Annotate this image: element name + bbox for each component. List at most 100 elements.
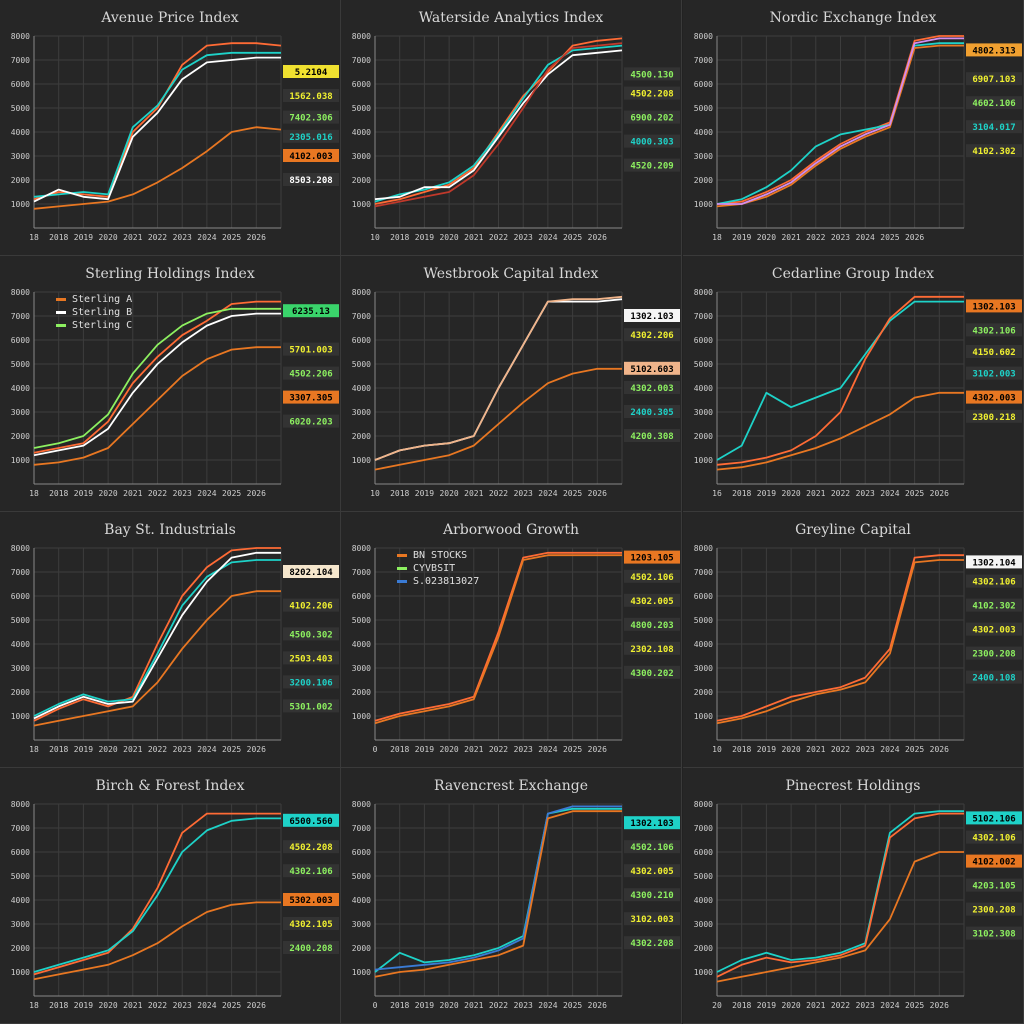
value-label-bg	[966, 120, 1022, 134]
value-label-bg	[966, 366, 1022, 380]
value-label-bg	[283, 173, 339, 186]
chart-panel: Sterling Holdings Index 1000 2000 3000 4000 5…	[0, 256, 341, 512]
value-label-bg	[624, 381, 680, 394]
y-tick-label: 1000	[694, 200, 713, 209]
value-label: 4502.208	[289, 843, 332, 853]
x-tick-label: 2025	[905, 489, 924, 498]
x-tick-label: 10	[712, 745, 722, 754]
series-line	[716, 295, 964, 466]
series-line	[374, 42, 623, 208]
value-label: 4150.602	[972, 348, 1015, 358]
x-tick-label: 2020	[757, 233, 776, 242]
series-line	[33, 307, 281, 449]
chart-title: Pinecrest Holdings	[785, 778, 921, 794]
value-label-bg	[966, 555, 1022, 569]
value-label: 4502.208	[630, 90, 673, 100]
x-tick-label: 2019	[74, 233, 93, 242]
value-label: 3102.308	[972, 930, 1015, 940]
value-label: 5102.106	[972, 814, 1015, 824]
x-tick-label: 20	[712, 1001, 722, 1010]
value-label-bg	[966, 902, 1022, 916]
y-tick-label: 1000	[352, 456, 371, 465]
value-label-bg	[966, 72, 1022, 86]
legend-label: Sterling C	[72, 320, 133, 331]
x-tick-label: 2023	[173, 1001, 192, 1010]
y-tick-label: 5000	[352, 360, 371, 369]
x-tick-label: 2018	[390, 1001, 409, 1010]
y-tick-label: 6000	[11, 80, 30, 89]
chart-title: Cedarline Group Index	[771, 266, 935, 282]
x-tick-label: 2025	[563, 489, 582, 498]
x-tick-label: 2025	[563, 233, 582, 242]
x-tick-label: 0	[373, 745, 378, 754]
y-tick-label: 4000	[352, 640, 371, 649]
y-tick-label: 7000	[694, 56, 713, 65]
value-label: 4800.203	[630, 621, 673, 631]
value-label: 1302.104	[972, 558, 1016, 568]
value-label: 4502.206	[289, 370, 332, 380]
value-label-bg	[966, 926, 1022, 940]
chart-svg: 1000 2000 3000 4000 5000 6000 7000 8000 16 2018 20…	[694, 288, 1022, 498]
x-tick-label: 2019	[415, 745, 434, 754]
value-label: 5.2104	[295, 68, 328, 78]
series-line	[716, 554, 964, 722]
x-tick-label: 2018	[49, 489, 68, 498]
value-label-bg	[283, 565, 339, 578]
x-tick-label: 2021	[806, 1001, 825, 1010]
x-tick-label: 2023	[856, 489, 875, 498]
y-tick-label: 5000	[352, 616, 371, 625]
y-tick-label: 5000	[11, 360, 30, 369]
value-label: 1302.103	[630, 819, 673, 829]
legend-item: Sterling C	[56, 320, 132, 331]
value-label-bg	[624, 158, 680, 172]
x-tick-label: 2026	[930, 745, 949, 754]
value-label: 4302.003	[972, 394, 1015, 404]
y-tick-label: 4000	[694, 640, 713, 649]
value-label: 4302.106	[972, 834, 1015, 844]
value-label-bg	[624, 593, 680, 607]
x-tick-label: 2023	[173, 489, 192, 498]
chart-legend: Sterling A Sterling B Sterling C	[56, 294, 132, 331]
chart-panel: Ravencrest Exchange 1000 2000 3000 4000 5000 6…	[341, 768, 682, 1024]
x-tick-label: 2026	[588, 233, 607, 242]
x-tick-label: 2023	[856, 745, 875, 754]
chart-title: Greyline Capital	[795, 522, 911, 538]
x-tick-label: 2021	[464, 1001, 483, 1010]
x-tick-label: 2021	[781, 233, 800, 242]
x-tick-label: 18	[29, 489, 39, 498]
x-tick-label: 2019	[415, 233, 434, 242]
chart-svg: 1000 2000 3000 4000 5000 6000 7000 8000 20 2018 20…	[694, 800, 1022, 1010]
value-label: 5302.003	[289, 896, 332, 906]
value-label: 4302.106	[972, 326, 1015, 336]
legend-swatch	[56, 324, 66, 327]
value-label: 3200.106	[289, 678, 332, 688]
y-tick-label: 8000	[352, 800, 371, 809]
value-label: 4200.308	[630, 432, 673, 442]
legend-item: Sterling B	[56, 307, 132, 318]
value-label: 1203.105	[630, 554, 673, 564]
chart-title: Sterling Holdings Index	[85, 266, 255, 282]
value-label: 4203.105	[972, 882, 1015, 892]
value-label: 2400.208	[289, 944, 332, 954]
y-tick-label: 6000	[11, 592, 30, 601]
y-tick-label: 7000	[11, 56, 30, 65]
value-label: 1562.038	[289, 92, 332, 102]
x-tick-label: 2021	[806, 745, 825, 754]
value-label: 2503.403	[289, 654, 332, 664]
x-tick-label: 2024	[880, 1001, 899, 1010]
x-tick-label: 2020	[98, 233, 117, 242]
y-tick-label: 4000	[694, 384, 713, 393]
y-tick-label: 4000	[11, 384, 30, 393]
y-tick-label: 6000	[352, 592, 371, 601]
y-tick-label: 6000	[694, 336, 713, 345]
y-tick-label: 1000	[11, 712, 30, 721]
chart-panel: Greyline Capital 1000 2000 3000 4000 5000 6000…	[683, 512, 1024, 768]
x-tick-label: 2020	[98, 489, 117, 498]
value-label-bg	[283, 390, 339, 404]
x-tick-label: 2021	[464, 233, 483, 242]
series-line	[33, 901, 281, 981]
y-tick-label: 8000	[352, 544, 371, 553]
x-tick-label: 2018	[732, 489, 751, 498]
series-line	[716, 44, 964, 208]
